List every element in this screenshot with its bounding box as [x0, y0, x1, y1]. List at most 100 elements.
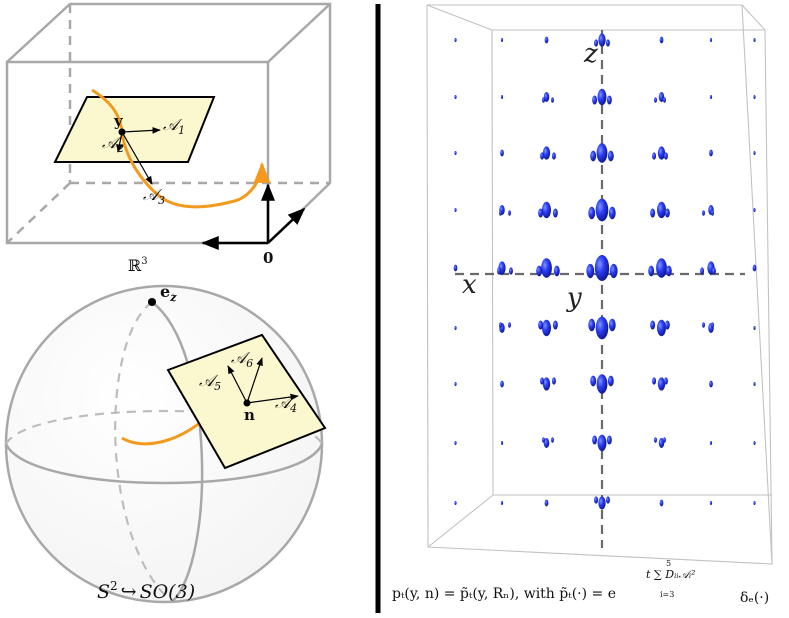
formula-tail: δₑ(·) [740, 590, 769, 606]
density-blob-side [588, 206, 596, 220]
density-blob [594, 255, 610, 281]
density-blob-side [552, 208, 558, 218]
density-blob-side [508, 267, 513, 275]
formula-tail-text: δₑ(·) [740, 590, 770, 606]
label-a2: 𝒜2 [102, 133, 124, 155]
density-blob-side [540, 152, 545, 160]
density-blob [454, 95, 457, 99]
density-blob [544, 499, 549, 507]
density-blob [595, 316, 609, 340]
label-a3: 𝒜3 [143, 185, 165, 207]
axis-label-y: y [566, 283, 582, 313]
density-blob-side [551, 152, 556, 160]
density-blob-side [652, 377, 657, 385]
density-blob [656, 258, 667, 278]
density-blob [657, 377, 666, 391]
trajectory-curve-r3 [91, 88, 271, 209]
density-blob [454, 38, 457, 42]
density-blob [753, 38, 756, 42]
frame-arrows-sphere [227, 357, 299, 404]
density-blob [656, 201, 667, 219]
density-blob-side [542, 97, 545, 103]
label-y: y [113, 112, 124, 130]
density-blob-side [648, 265, 655, 277]
density-blob [598, 33, 606, 47]
density-blob-side [650, 320, 656, 330]
density-blob-side [652, 152, 657, 160]
axis-label-z: z [583, 39, 598, 69]
density-blob-side [700, 267, 705, 275]
density-blob [753, 382, 756, 386]
formula: pₜ(y, n) = p̃ₜ(y, Rₙ), with p̃ₜ(·) = e [392, 586, 616, 602]
density-blob [657, 146, 666, 160]
density-blob [709, 441, 713, 445]
density-blob-side [590, 150, 597, 162]
density-blob [542, 146, 551, 160]
density-blob [454, 382, 457, 386]
density-blob [709, 149, 713, 157]
density-blob-side [650, 208, 656, 218]
sum-bottom: i=3 [660, 590, 675, 599]
label-ez: ez [160, 282, 177, 304]
formula-exponent: t ∑ Dᵢᵢ𝒜ᵢ² [646, 568, 696, 582]
density-blob [454, 208, 457, 212]
density-blob [543, 92, 550, 102]
density-blob-side [663, 437, 666, 443]
sum-top: 5 [666, 559, 672, 568]
density-blob [753, 95, 756, 99]
blob-field [453, 33, 757, 510]
density-blob-side [592, 95, 598, 105]
density-blob-side [606, 435, 612, 445]
density-blob [454, 151, 457, 155]
density-blob-side [553, 265, 560, 277]
density-blob-side [607, 150, 614, 162]
density-blob-side [508, 210, 511, 216]
density-blob [709, 501, 713, 505]
label-origin: 0 [263, 249, 273, 267]
density-blob-side [711, 322, 714, 328]
density-blob-side [542, 437, 545, 443]
density-blob-side [536, 265, 543, 277]
density-blob [597, 88, 607, 106]
density-blob-side [608, 206, 616, 220]
label-n: n [244, 406, 255, 424]
density-blob-side [654, 97, 657, 103]
density-blob [454, 501, 457, 505]
density-blob [500, 380, 504, 388]
density-blob-side [551, 377, 556, 385]
density-blob-side [654, 437, 657, 443]
density-blob-side [702, 210, 705, 216]
axis-label-x: x [462, 270, 477, 300]
density-blob-side [594, 39, 599, 47]
density-blob [500, 38, 504, 42]
label-a5: 𝒜5 [199, 371, 221, 393]
density-blob [659, 36, 664, 44]
density-blob-side [594, 496, 599, 504]
density-blob [597, 434, 607, 452]
density-blob-side [711, 267, 716, 275]
tangent-plane-r3 [53, 96, 216, 163]
density-blob-side [606, 95, 612, 105]
point-n-dot [243, 399, 251, 407]
density-blob [656, 319, 667, 337]
label-s2-so3: S2 ↪ SO(3) [97, 579, 195, 603]
density-blob-side [588, 318, 596, 332]
density-blob [709, 38, 713, 42]
density-blob-side [586, 263, 595, 279]
density-blob [541, 319, 552, 337]
density-blob-side [497, 267, 502, 275]
density-blob [659, 499, 664, 507]
density-blob-side [609, 263, 618, 279]
density-blob [753, 441, 756, 445]
density-blob [541, 258, 552, 278]
density-blob-side [607, 375, 614, 387]
density-blob [658, 92, 665, 102]
density-blob-side [552, 320, 558, 330]
pole-dot [148, 298, 156, 306]
density-blob-side [664, 320, 670, 330]
density-blob [596, 143, 608, 163]
density-blob [753, 208, 756, 212]
density-blob-side [608, 318, 616, 332]
label-r3: ℝ3 [128, 256, 148, 275]
